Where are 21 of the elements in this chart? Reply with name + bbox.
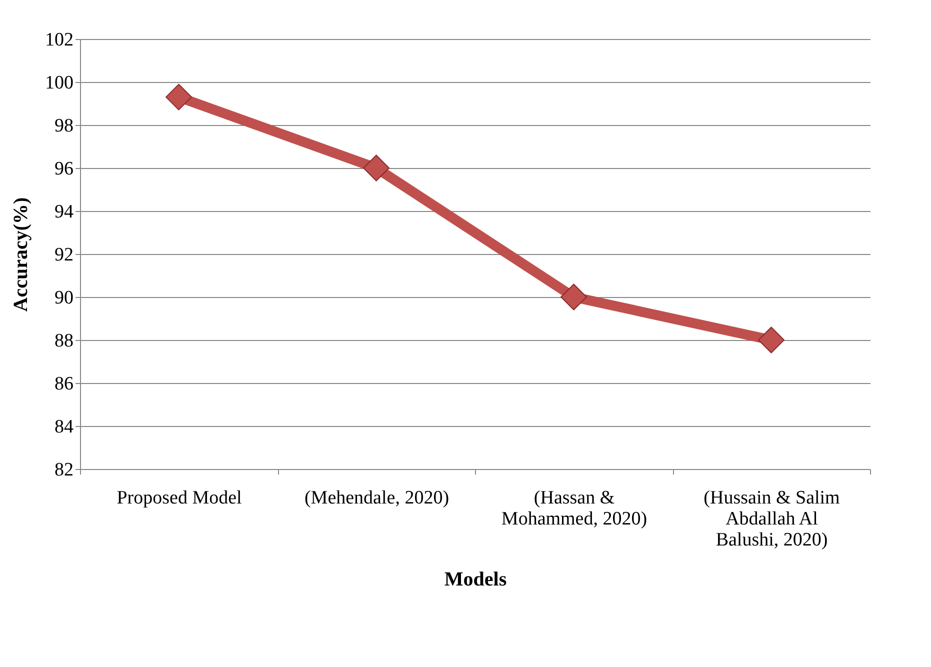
y-tick-label: 88	[54, 330, 74, 352]
y-tick-label: 98	[54, 116, 74, 136]
y-tick-label: 82	[54, 460, 74, 480]
y-tick-label: 92	[54, 244, 74, 266]
point	[166, 84, 192, 110]
y-tick-label: 90	[54, 288, 74, 308]
y-axis-title: Accuracy(%)	[10, 197, 32, 312]
x-tick-label: (Mehendale, 2020)	[304, 488, 450, 508]
y-tick-label: 96	[54, 158, 74, 180]
y-tick-label: 102	[45, 30, 74, 50]
y-tick-label: 86	[54, 374, 74, 394]
point	[363, 154, 390, 182]
point	[560, 284, 587, 310]
x-axis-title: Models	[444, 568, 507, 590]
y-tick-label: 100	[45, 72, 74, 94]
x-tick-label: (Hussain & Salim Abdallah Al Balushi, 2020)	[704, 488, 840, 550]
x-tick-label: Proposed Model	[116, 488, 242, 508]
y-tick-label: 94	[54, 202, 74, 222]
x-tick-label: (Hassan & Mohammed, 2020)	[501, 488, 648, 530]
y-tick-label: 84	[54, 416, 74, 438]
point	[758, 326, 784, 354]
